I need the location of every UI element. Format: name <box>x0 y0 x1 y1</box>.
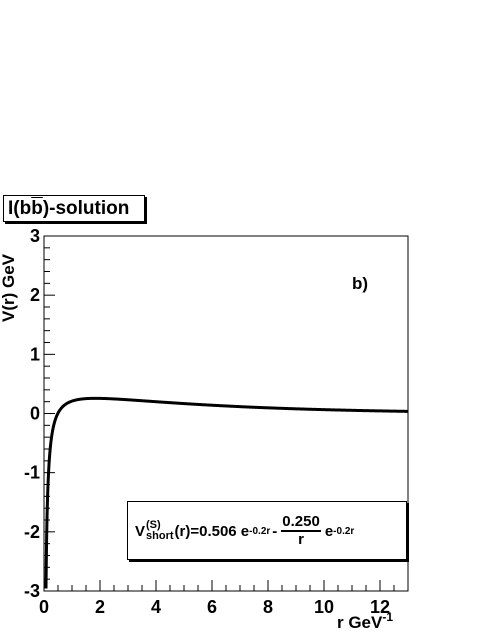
potential-curve <box>44 396 409 589</box>
x-axis-label: r GeV-1 <box>337 610 393 632</box>
y-tick-label: -2 <box>24 522 40 542</box>
x-tick-label: 12 <box>370 597 390 617</box>
y-axis-tick-labels: -3 -2 -1 0 1 2 3 <box>24 226 40 601</box>
x-tick-label: 8 <box>263 597 273 617</box>
formula-box: V (S) short (r)=0.506 e -0.2r - 0.250 r e -0… <box>127 501 407 560</box>
x-axis-ticks <box>43 580 409 591</box>
x-tick-label: 4 <box>151 597 161 617</box>
y-tick-label: 1 <box>30 344 40 364</box>
chart-title-box: I(bb)-solution <box>3 195 145 222</box>
y-tick-label: 2 <box>30 285 40 305</box>
y-tick-label: -3 <box>24 581 40 601</box>
x-tick-label: 0 <box>39 597 49 617</box>
chart-title: I(bb)-solution <box>8 198 130 219</box>
x-tick-label: 10 <box>314 597 334 617</box>
y-tick-label: -1 <box>24 463 40 483</box>
x-axis-label-exponent: -1 <box>382 610 393 624</box>
x-tick-label: 2 <box>95 597 105 617</box>
potential-formula: V (S) short (r)=0.506 e -0.2r - 0.250 r e -0… <box>135 513 355 548</box>
y-axis-label: V(r) GeV <box>0 253 18 322</box>
x-tick-label: 6 <box>207 597 217 617</box>
y-tick-label: 3 <box>30 226 40 246</box>
panel-label: b) <box>352 274 368 293</box>
y-tick-label: 0 <box>30 404 40 424</box>
x-axis-tick-labels: 0 2 4 6 8 10 12 <box>39 597 390 617</box>
